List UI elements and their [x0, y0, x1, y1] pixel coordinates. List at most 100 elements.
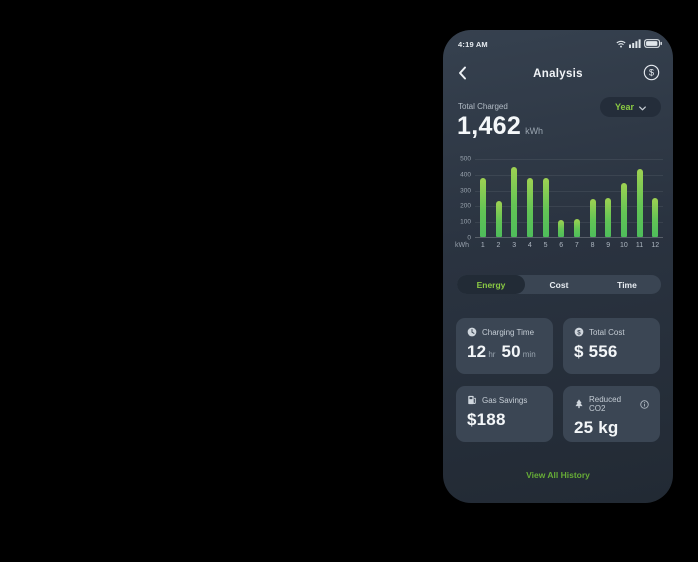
stat-card-reduced-co2: Reduced CO2 25 kg — [563, 386, 660, 442]
tab-energy[interactable]: Energy — [457, 275, 525, 294]
bar-month-11 — [636, 169, 643, 237]
card-value-number: 12 — [467, 342, 487, 361]
page-title: Analysis — [533, 68, 583, 80]
bar-column — [632, 159, 648, 237]
x-axis-label: 6 — [559, 242, 564, 249]
x-axis-label: 10 — [619, 242, 628, 249]
bar-month-3 — [511, 166, 518, 237]
period-selector[interactable]: Year — [600, 97, 661, 117]
bar-column — [522, 159, 538, 237]
total-charged-value-row: 1,462 kWh — [457, 112, 543, 141]
card-label-row: $ Total Cost — [574, 327, 649, 337]
view-all-history-link[interactable]: View All History — [526, 470, 590, 480]
x-axis-label: 2 — [496, 242, 501, 249]
chart-y-axis: 0 100 200 300 400 500 — [453, 156, 475, 242]
clock-icon — [467, 327, 477, 337]
stats-cards: Charging Time 12 hr 50 min $ Total Cost $ 556 Ga… — [456, 318, 660, 442]
grid-line — [475, 159, 663, 160]
status-time: 4:19 AM — [458, 39, 488, 49]
card-value: 25 kg — [574, 418, 649, 438]
card-value-number: 50 — [501, 342, 521, 361]
tab-time[interactable]: Time — [617, 279, 637, 290]
y-axis-tick: 0 — [467, 234, 471, 242]
bar-month-12 — [652, 198, 659, 237]
card-value: 12 hr 50 min — [467, 342, 542, 362]
stat-card-charging-time: Charging Time 12 hr 50 min — [456, 318, 553, 374]
chart-unit-label: kWh — [455, 242, 469, 249]
chart-x-axis: kWh 1 2 3 4 5 6 7 8 9 10 11 12 — [453, 242, 663, 249]
dollar-circle-icon[interactable]: $ — [643, 64, 660, 81]
bar-month-10 — [620, 182, 627, 237]
grid-line — [475, 206, 663, 208]
bar-column — [585, 159, 601, 237]
x-axis-label: 8 — [590, 242, 595, 249]
card-value: $188 — [467, 410, 542, 430]
status-bar: 4:19 AM — [458, 38, 662, 50]
bar-column — [616, 159, 632, 237]
back-button[interactable] — [458, 65, 472, 81]
bar-column — [600, 159, 616, 237]
bar-chart: 0 100 200 300 400 500 kWh 1 2 3 4 5 6 7 8 9 10 11 12 — [453, 156, 663, 249]
card-value-unit: min — [522, 350, 536, 359]
card-value-number: 25 kg — [574, 418, 619, 437]
grid-line — [475, 174, 663, 176]
card-label-row: Charging Time — [467, 327, 542, 337]
stat-card-total-cost: $ Total Cost $ 556 — [563, 318, 660, 374]
bar-column — [475, 159, 491, 237]
x-axis-label: 4 — [527, 242, 532, 249]
chevron-down-icon — [639, 98, 646, 116]
bar-column — [569, 159, 585, 237]
bar-month-6 — [558, 219, 565, 237]
wifi-icon — [616, 35, 626, 53]
phone-frame: 4:19 AM Analysis $ Total Charged Year — [443, 30, 673, 503]
bar-month-9 — [605, 198, 612, 237]
grid-line — [475, 190, 663, 192]
dollar-coin-icon: $ — [574, 327, 584, 337]
card-label-row: Reduced CO2 — [574, 395, 649, 413]
grid-line — [475, 222, 663, 224]
x-axis-label: 11 — [635, 242, 644, 249]
stat-card-gas-savings: Gas Savings $188 — [456, 386, 553, 442]
x-axis-label: 7 — [574, 242, 579, 249]
bar-month-1 — [479, 177, 486, 237]
card-value-unit: hr — [488, 350, 496, 359]
x-axis-label: 9 — [606, 242, 611, 249]
period-selector-value: Year — [614, 102, 635, 112]
status-icons — [616, 35, 662, 53]
tab-cost[interactable]: Cost — [549, 279, 569, 290]
bar-month-2 — [495, 200, 502, 237]
signal-icon — [629, 35, 641, 53]
card-label: Gas Savings — [482, 395, 528, 405]
bar-column — [491, 159, 507, 237]
bar-month-5 — [542, 177, 549, 237]
total-charged-label: Total Charged — [458, 102, 508, 111]
card-value-number: $188 — [467, 410, 506, 429]
gas-pump-icon — [467, 395, 477, 405]
svg-text:$: $ — [577, 329, 581, 336]
y-axis-tick: 300 — [460, 187, 471, 195]
bar-month-8 — [589, 199, 596, 237]
info-icon[interactable] — [640, 399, 649, 409]
card-label-row: Gas Savings — [467, 395, 542, 405]
bar-column — [538, 159, 554, 237]
y-axis-tick: 400 — [460, 171, 471, 179]
card-label: Reduced CO2 — [589, 395, 622, 413]
metric-tabs: Energy Cost Time — [457, 275, 661, 294]
bar-month-7 — [573, 218, 580, 237]
svg-text:$: $ — [649, 68, 654, 78]
y-axis-tick: 100 — [460, 218, 471, 226]
card-label: Charging Time — [482, 327, 535, 337]
x-axis-label: 1 — [480, 242, 485, 249]
bar-month-4 — [526, 177, 533, 237]
x-axis-label: 3 — [512, 242, 517, 249]
x-axis-label: 5 — [543, 242, 548, 249]
card-value-number: $ 556 — [574, 342, 618, 361]
battery-icon — [644, 35, 662, 53]
kwh-unit: kWh — [525, 126, 544, 136]
bar-column — [647, 159, 663, 237]
y-axis-tick: 200 — [460, 202, 471, 210]
tree-icon — [574, 399, 584, 409]
x-axis-label: 12 — [651, 242, 660, 249]
total-charged-value: 1,462 — [457, 112, 522, 140]
bar-column — [506, 159, 522, 237]
